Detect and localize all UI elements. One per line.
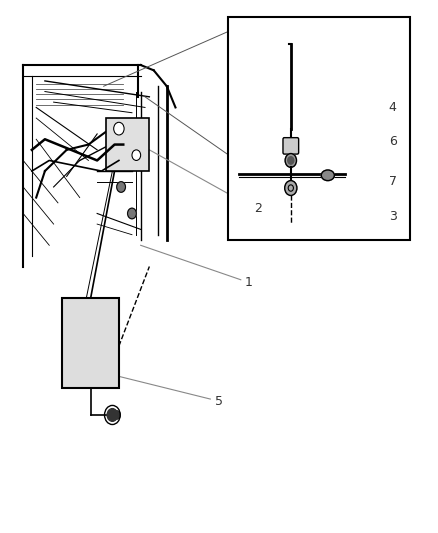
Text: 1: 1 bbox=[245, 276, 253, 289]
Text: 5: 5 bbox=[215, 395, 223, 408]
Text: 3: 3 bbox=[389, 209, 397, 223]
FancyBboxPatch shape bbox=[283, 138, 299, 154]
Text: 4: 4 bbox=[389, 101, 397, 114]
Circle shape bbox=[114, 122, 124, 135]
Bar bbox=[106, 118, 149, 171]
Text: 2: 2 bbox=[254, 201, 261, 215]
Ellipse shape bbox=[321, 170, 334, 181]
Circle shape bbox=[117, 182, 125, 192]
Text: 6: 6 bbox=[389, 135, 397, 148]
Bar bbox=[228, 17, 410, 240]
Circle shape bbox=[113, 411, 120, 419]
Circle shape bbox=[127, 208, 136, 219]
Circle shape bbox=[132, 150, 141, 160]
Circle shape bbox=[285, 154, 297, 167]
Circle shape bbox=[107, 409, 117, 421]
Text: 7: 7 bbox=[389, 175, 397, 188]
Bar bbox=[62, 298, 119, 389]
Circle shape bbox=[285, 181, 297, 196]
Circle shape bbox=[288, 157, 294, 164]
